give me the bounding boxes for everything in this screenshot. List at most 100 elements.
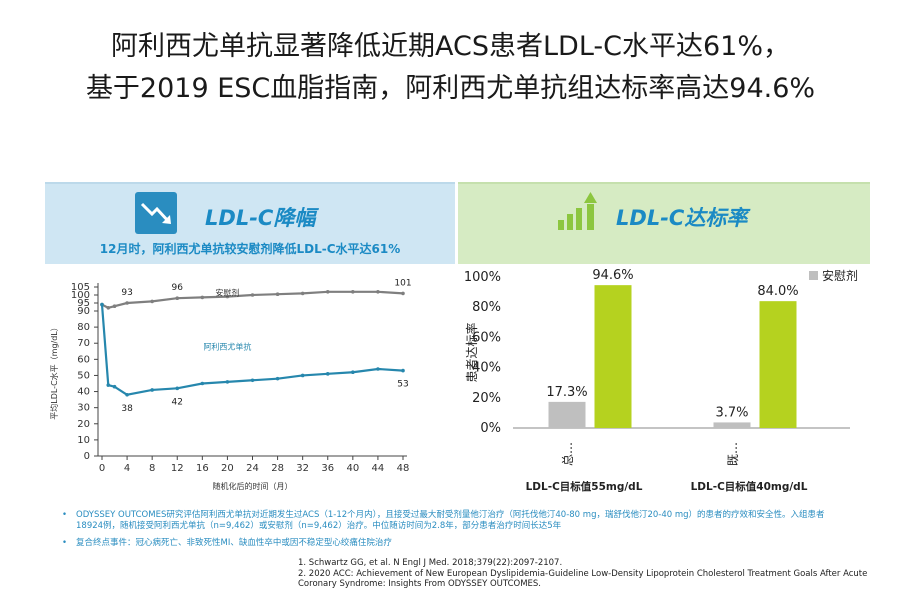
series-point-placebo	[275, 292, 280, 296]
x-tick-label: 24	[246, 463, 259, 474]
series-point-alirocumab	[351, 370, 355, 375]
data-label: 38	[121, 404, 133, 414]
x-tick-label: 8	[149, 463, 155, 474]
data-label: 93	[121, 288, 132, 298]
bar-value-label: 84.0%	[757, 284, 798, 299]
x-tick-label: 12	[171, 463, 184, 474]
series-point-placebo	[376, 290, 380, 294]
category-label: 既…	[726, 442, 740, 466]
series-point-placebo	[106, 306, 111, 310]
x-tick-label: 48	[397, 463, 410, 474]
x-tick-label: 28	[271, 463, 284, 474]
series-point-placebo	[125, 301, 129, 305]
y-tick-label: 50	[77, 370, 90, 381]
series-point-alirocumab	[300, 373, 305, 378]
y-tick-label: 95	[77, 298, 90, 309]
study-note-2: 复合终点事件：冠心病死亡、非致死性MI、缺血性卒中或因不稳定型心绞痛住院治疗	[60, 538, 840, 549]
y-tick-label: 10	[77, 435, 90, 446]
bar-value-label: 17.3%	[546, 385, 587, 400]
series-point-alirocumab	[106, 383, 111, 387]
series-point-alirocumab	[376, 367, 380, 371]
x-axis-title: 随机化后的时间（月）	[213, 481, 293, 491]
y-tick-label: 70	[77, 338, 90, 349]
series-point-alirocumab	[401, 368, 405, 373]
x-tick-label: 36	[321, 463, 334, 474]
legend-swatch	[809, 271, 818, 280]
y-tick-label: 60%	[472, 330, 501, 345]
series-point-placebo	[225, 294, 230, 299]
series-point-alirocumab	[100, 302, 104, 307]
y-tick-label: 0	[84, 451, 90, 462]
y-tick-label: 20	[77, 419, 90, 430]
bar-alirocumab	[759, 301, 797, 428]
series-point-placebo	[112, 304, 117, 308]
bar-value-label: 3.7%	[715, 405, 748, 420]
ldl-reduction-title: LDL-C降幅	[205, 206, 316, 230]
y-axis-title: 患者达标率	[464, 322, 479, 382]
series-point-alirocumab	[175, 386, 180, 391]
data-label: 96	[172, 283, 184, 293]
legend-label: 安慰剂	[822, 268, 858, 283]
series-point-alirocumab	[225, 380, 230, 384]
y-tick-label: 80%	[472, 300, 501, 315]
series-point-alirocumab	[125, 392, 129, 397]
alirocumab-series-label: 阿利西尤单抗	[203, 342, 251, 352]
y-tick-label: 30	[77, 403, 90, 414]
ldl-target-panel-header: LDL-C达标率	[458, 182, 870, 264]
series-point-alirocumab	[200, 381, 205, 386]
study-note-1: ODYSSEY OUTCOMES研究评估阿利西尤单抗对近期发生过ACS（1-12…	[60, 510, 840, 532]
series-point-placebo	[300, 291, 305, 296]
y-tick-label: 60	[77, 354, 90, 365]
series-point-placebo	[250, 293, 255, 297]
series-point-alirocumab	[150, 388, 154, 392]
series-point-alirocumab	[325, 372, 330, 376]
x-tick-label: 16	[196, 463, 209, 474]
bar-placebo	[548, 401, 586, 428]
y-tick-label: 40%	[472, 361, 501, 376]
placebo-series-label: 安慰剂	[215, 287, 239, 297]
y-axis-title: 平均LDL-C水平（mg/dL）	[49, 323, 59, 420]
page-title-line2: 基于2019 ESC血脂指南，阿利西尤单抗组达标率高达94.6%	[85, 73, 816, 104]
y-tick-label: 80	[77, 322, 90, 333]
y-tick-label: 100	[71, 290, 90, 301]
trend-down-icon	[135, 192, 177, 234]
y-tick-label: 0%	[480, 421, 501, 436]
series-point-alirocumab	[275, 376, 280, 381]
series-point-placebo	[401, 291, 405, 296]
series-point-placebo	[150, 299, 154, 304]
data-label: 101	[394, 278, 411, 288]
x-tick-label: 40	[346, 463, 359, 474]
series-point-placebo	[175, 296, 180, 300]
ldl-target-bar-chart: 0% 20% 40% 60% 80% 100% 患者达标率 17.3% 94.6% 总… LDL-C…	[464, 268, 858, 493]
series-point-alirocumab	[112, 384, 117, 389]
series-point-placebo	[325, 290, 330, 294]
references: 1. Schwartz GG, et al. N Engl J Med. 201…	[298, 558, 878, 590]
data-label: 42	[172, 397, 183, 407]
y-tick-label: 100%	[464, 270, 501, 285]
y-tick-label: 105	[71, 282, 90, 293]
category-label: 总…	[561, 442, 575, 466]
x-tick-label: 44	[372, 463, 385, 474]
series-point-placebo	[200, 295, 205, 300]
bar-placebo	[713, 422, 751, 428]
ldl-reduction-subtitle: 12月时，阿利西尤单抗较安慰剂降低LDL-C水平达61%	[99, 242, 401, 256]
series-point-alirocumab	[250, 378, 255, 383]
x-tick-label: 20	[221, 463, 234, 474]
data-label: 53	[397, 380, 408, 390]
x-tick-label: 32	[296, 463, 309, 474]
x-tick-label: 4	[124, 463, 130, 474]
category-caption: LDL-C目标值40mg/dL	[691, 480, 808, 493]
ldl-target-title: LDL-C达标率	[616, 206, 748, 230]
bar-alirocumab	[594, 285, 632, 428]
x-tick-label: 0	[99, 463, 105, 474]
series-point-placebo	[351, 290, 355, 294]
ldl-reduction-panel-header: LDL-C降幅 12月时，阿利西尤单抗较安慰剂降低LDL-C水平达61%	[45, 182, 455, 264]
bar-value-label: 94.6%	[592, 268, 633, 283]
study-notes: ODYSSEY OUTCOMES研究评估阿利西尤单抗对近期发生过ACS（1-12…	[60, 510, 840, 555]
y-tick-label: 20%	[472, 391, 501, 406]
y-tick-label: 90	[77, 306, 90, 317]
category-caption: LDL-C目标值55mg/dL	[526, 480, 643, 493]
page-title-line1: 阿利西尤单抗显著降低近期ACS患者LDL-C水平达61%，	[111, 31, 790, 62]
reference-1: 1. Schwartz GG, et al. N Engl J Med. 201…	[298, 558, 563, 568]
